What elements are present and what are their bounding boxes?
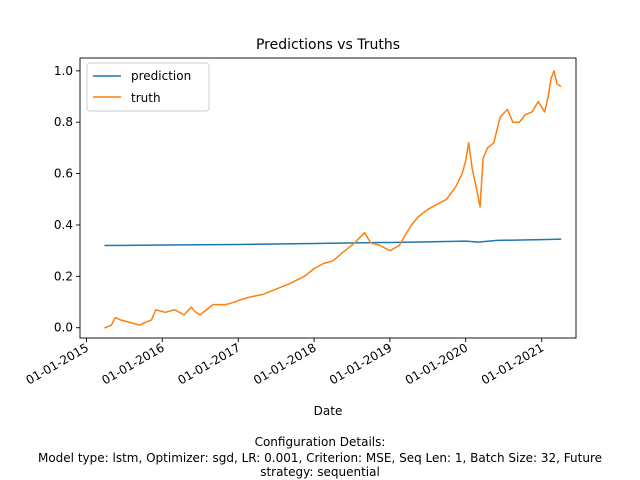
- config-strategy: strategy: sequential: [260, 465, 380, 479]
- y-tick-label: 0.4: [54, 218, 73, 232]
- y-axis: 0.0 0.2 0.4 0.6 0.8 1.0: [54, 64, 80, 335]
- y-tick-label: 0.6: [54, 167, 73, 181]
- y-tick-label: 1.0: [54, 64, 73, 78]
- legend-label-prediction: prediction: [131, 69, 191, 83]
- legend-box: [86, 62, 210, 112]
- legend: prediction truth: [86, 62, 210, 112]
- series-line-truth: [104, 70, 562, 329]
- y-tick-label: 0.8: [54, 115, 73, 129]
- axes-frame: [79, 57, 577, 339]
- series-line-prediction: [104, 238, 562, 247]
- config-details: Model type: lstm, Optimizer: sgd, LR: 0.…: [37, 451, 603, 465]
- y-tick-label: 0.0: [54, 321, 73, 335]
- plot-area: [104, 70, 562, 329]
- legend-label-truth: truth: [131, 91, 161, 105]
- x-axis-label: Date: [314, 404, 343, 418]
- y-tick-label: 0.2: [54, 269, 73, 283]
- chart-title: Predictions vs Truths: [256, 37, 400, 53]
- config-heading: Configuration Details:: [254, 435, 386, 449]
